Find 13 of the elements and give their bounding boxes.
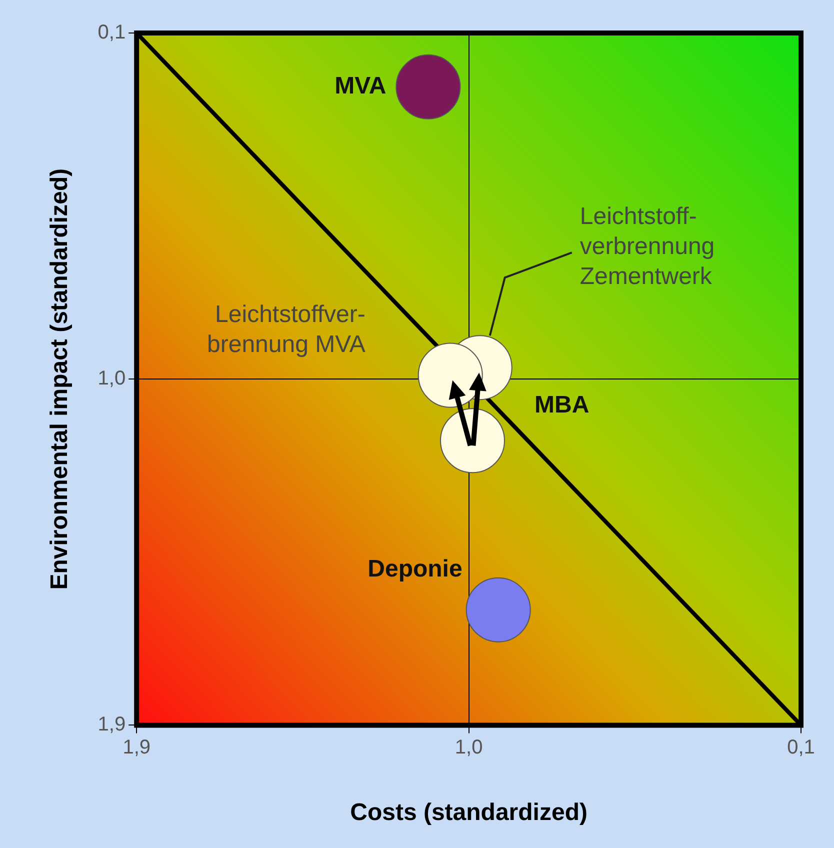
series-label: MVA [334,72,386,100]
y-tick-label: 1,9 [98,714,126,736]
x-tick-label: 1,9 [122,736,151,759]
series-label: Deponie [368,555,462,582]
x-tick-label: 0,1 [787,736,815,759]
series-label: MBA [534,391,590,418]
x-tick-label: 1,0 [454,736,483,759]
y-tick-label: 0,1 [98,22,126,44]
text: Leichtstoffver- brennung MVA [207,300,366,358]
text: Leichtstoff- verbrennung Zementwerk [580,203,715,290]
y-axis-title: Environmental impact (standardized) [46,168,74,590]
x-axis-title: Costs (standardized) [350,799,588,826]
y-tick-label: 1,0 [98,368,126,390]
